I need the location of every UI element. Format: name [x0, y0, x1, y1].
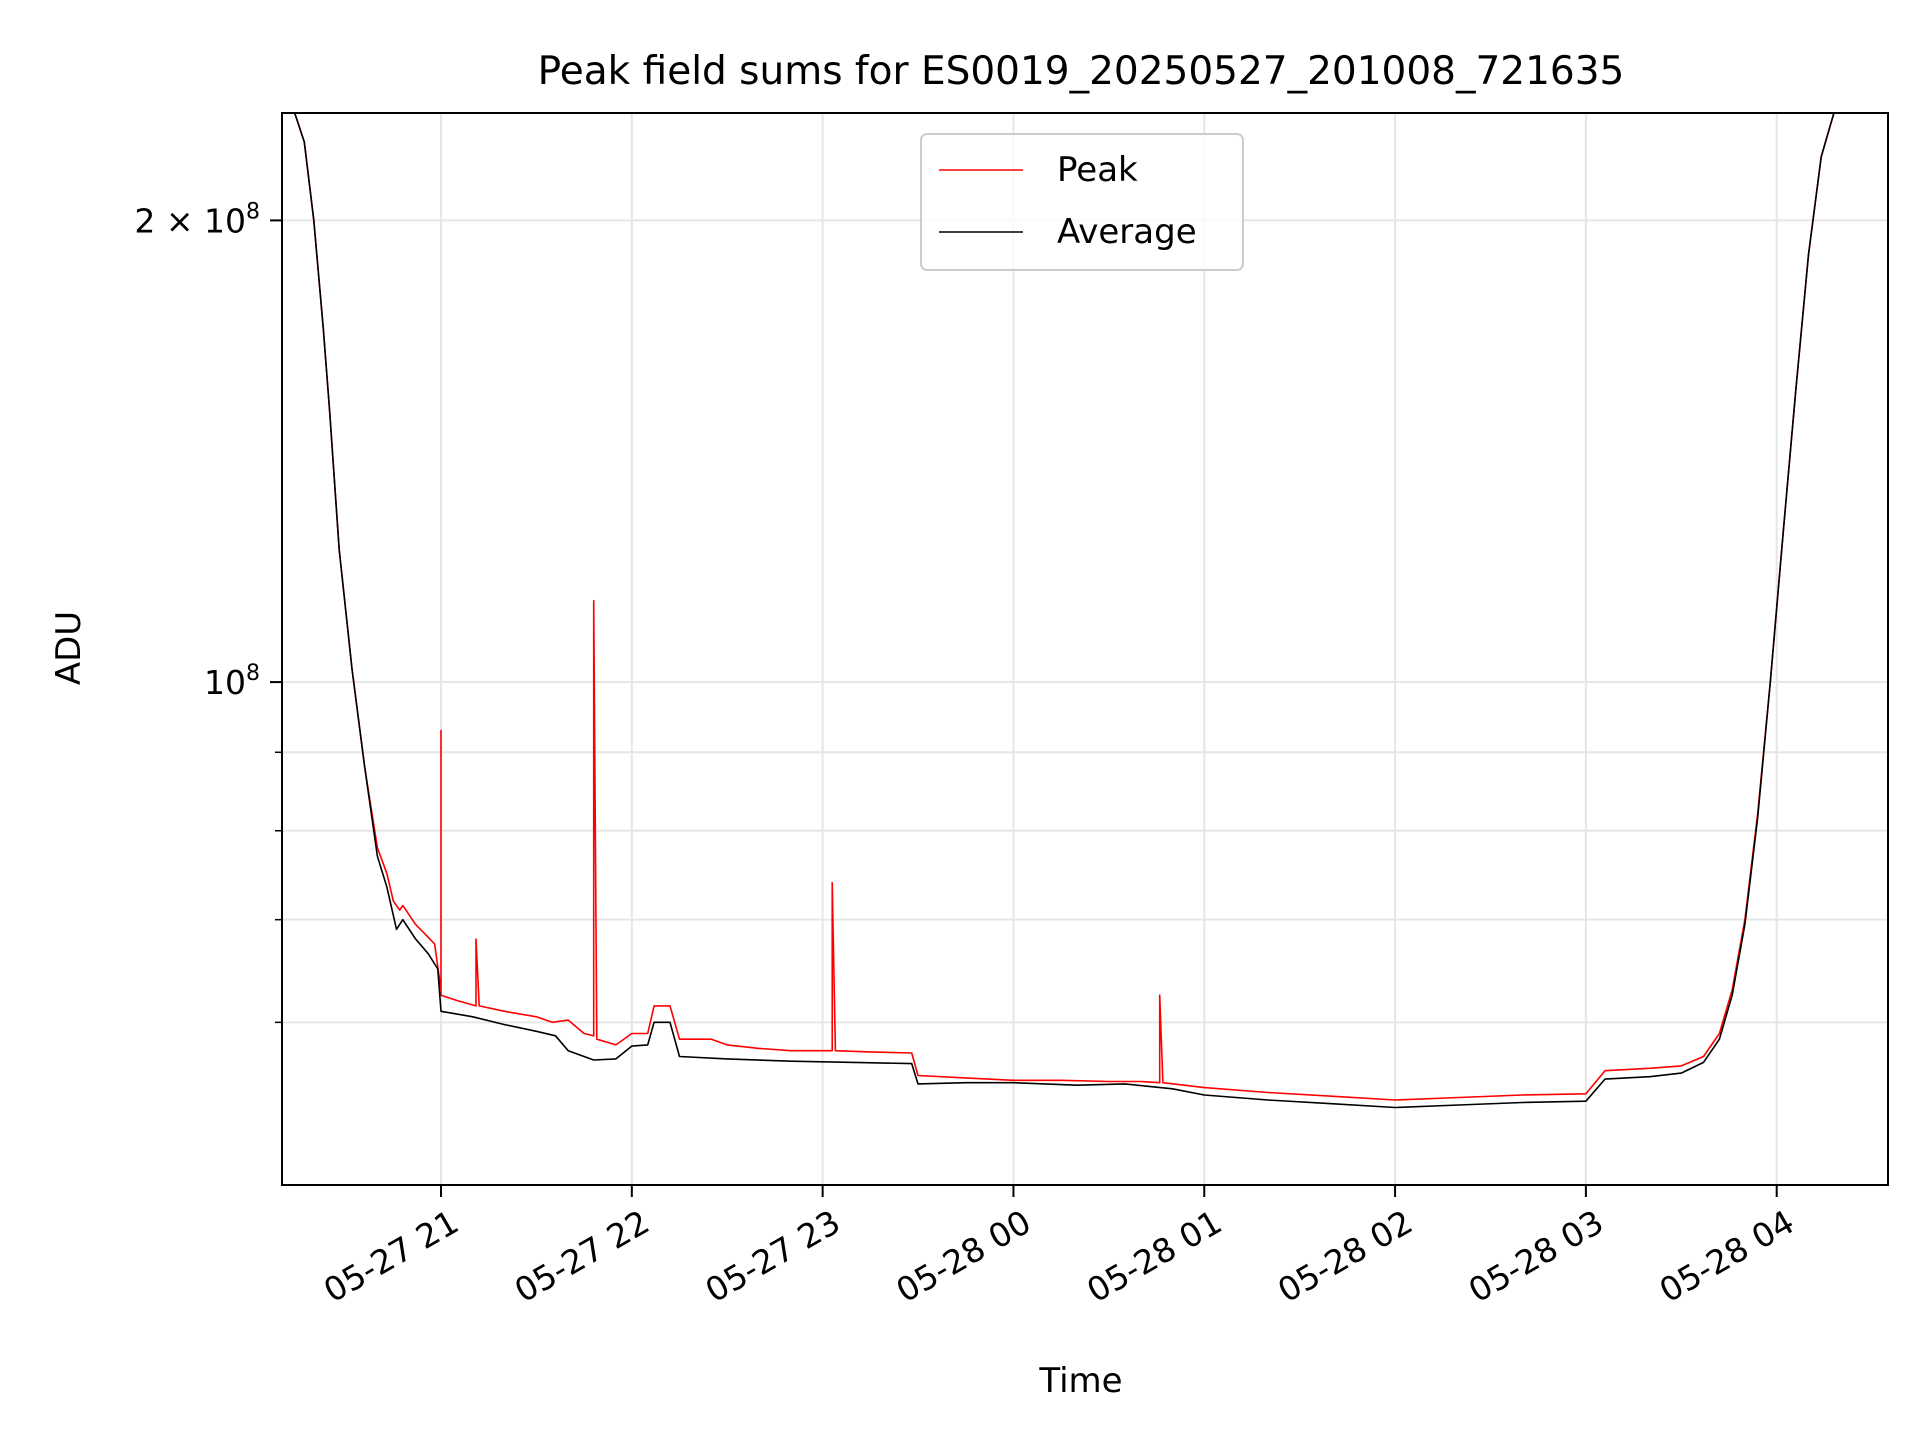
y-axis-label: ADU	[49, 611, 89, 685]
y-tick-label: 2 × 108	[134, 199, 260, 240]
chart-title: Peak field sums for ES0019_20250527_2010…	[538, 49, 1625, 94]
legend-peak-label: Peak	[1057, 150, 1138, 190]
legend: Peak Average	[920, 133, 1244, 271]
legend-average-label: Average	[1057, 212, 1197, 252]
series-line-peak	[282, 113, 1888, 1101]
series-layer	[282, 113, 1888, 1109]
legend-box	[920, 133, 1244, 271]
series-line-average	[282, 113, 1888, 1109]
plot-area	[282, 113, 1888, 1109]
grid	[282, 113, 1888, 1185]
plot-frame	[281, 112, 1889, 1186]
y-axis: 2 × 108 108	[134, 199, 282, 1024]
x-axis-label: Time	[1038, 1361, 1122, 1401]
y-tick-label: 108	[204, 661, 260, 702]
